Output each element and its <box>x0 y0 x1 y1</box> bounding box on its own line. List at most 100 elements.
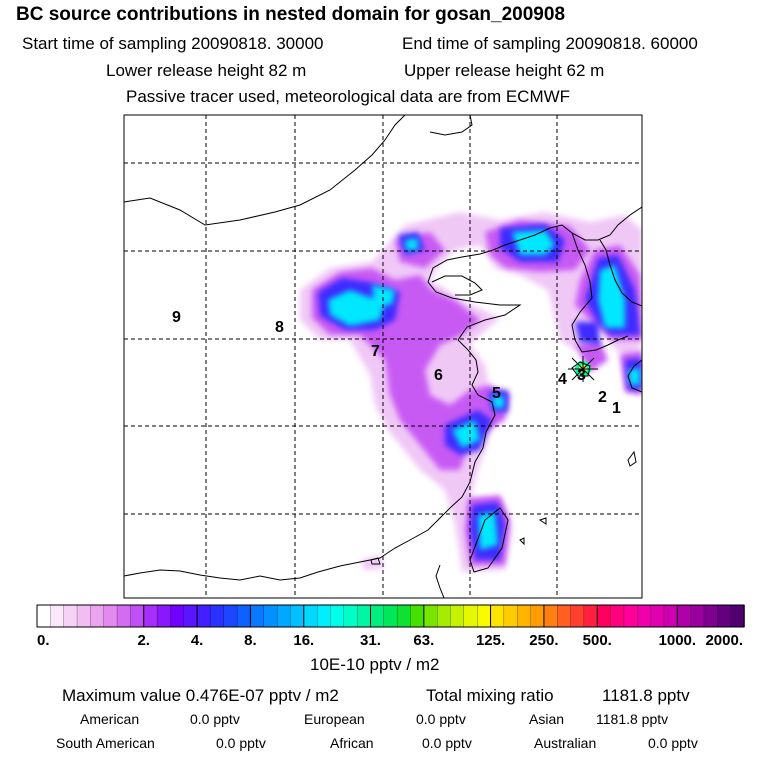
colorbar-cell <box>63 604 78 628</box>
colorbar-cell <box>423 604 438 628</box>
colorbar-cell <box>236 604 252 628</box>
colorbar-cell <box>463 604 478 628</box>
tracer-note: Passive tracer used, meteorological data… <box>126 87 571 106</box>
source-label-6: 6 <box>434 367 443 384</box>
upper-release-label: Upper release height 62 m <box>404 61 605 80</box>
colorbar-tick-label: 4. <box>191 632 204 649</box>
colorbar-cell <box>477 604 492 628</box>
start-time-label: Start time of sampling 20090818. 30000 <box>22 34 324 53</box>
plume-cyan <box>328 230 640 550</box>
max-value-label: Maximum value 0.476E-07 pptv / m2 <box>62 686 339 705</box>
colorbar-cell <box>570 604 585 628</box>
american-value: 0.0 pptv <box>190 711 240 727</box>
plume-layer <box>300 212 642 572</box>
total-mixing-value: 1181.8 pptv <box>602 686 690 705</box>
colorbar-tick-label: 8. <box>244 632 257 649</box>
colorbar-cell <box>517 604 532 628</box>
source-label-9: 9 <box>172 309 181 326</box>
colorbar-tick-label: 125. <box>476 632 505 649</box>
colorbar-cell <box>543 604 558 628</box>
source-label-1: 1 <box>612 400 621 417</box>
source-label-5: 5 <box>492 385 501 402</box>
colorbar-cell <box>317 604 332 628</box>
colorbar-tick-label: 16. <box>293 632 314 649</box>
colorbar-cell <box>196 604 212 628</box>
colorbar-cell <box>650 604 665 628</box>
colorbar-cell <box>36 604 52 628</box>
coastlines <box>124 115 642 598</box>
colorbar-tick-label: 31. <box>360 632 381 649</box>
european-label: European <box>304 711 365 727</box>
colorbar-cell <box>490 604 505 628</box>
african-label: African <box>330 735 374 751</box>
colorbar-cell <box>623 604 639 628</box>
south-american-label: South American <box>56 735 155 751</box>
colorbar-tick-label: 500. <box>583 632 612 649</box>
colorbar-cell <box>143 604 158 628</box>
colorbar-cell <box>103 604 118 628</box>
colorbar-divisions <box>36 605 745 627</box>
colorbar-cell <box>583 604 598 628</box>
colorbar-tick-label: 0. <box>37 632 50 649</box>
colorbar-tick-label: 2. <box>137 632 150 649</box>
grid-lines <box>124 115 642 598</box>
african-value: 0.0 pptv <box>422 735 472 751</box>
asian-value: 1181.8 pptv <box>596 711 669 727</box>
colorbar-cell <box>437 604 452 628</box>
colorbar-cell <box>76 604 92 628</box>
australian-label: Australian <box>534 735 597 751</box>
source-label-8: 8 <box>275 319 284 336</box>
colorbar-cell <box>116 604 132 628</box>
colorbar-cell <box>690 604 705 628</box>
colorbar-tick-label: 250. <box>529 632 558 649</box>
colorbar-cell <box>223 604 238 628</box>
european-value: 0.0 pptv <box>416 711 466 727</box>
colorbar-cell <box>330 604 345 628</box>
colorbar-cell <box>263 604 278 628</box>
asian-label: Asian <box>529 711 565 727</box>
colorbar-tick-labels: 0. 2. 4. 8. 16. 31. 63. 125. 250. 500. 1000. 2000. <box>37 632 743 649</box>
south-american-value: 0.0 pptv <box>216 735 266 751</box>
colorbar-tick-label: 63. <box>413 632 434 649</box>
source-label-2: 2 <box>598 389 607 406</box>
australian-value: 0.0 pptv <box>648 735 698 751</box>
colorbar-cell <box>210 604 225 628</box>
colorbar-tick-label: 1000. <box>659 632 697 649</box>
source-label-7: 7 <box>371 343 380 360</box>
colorbar-cell <box>50 604 65 628</box>
chart-title: BC source contributions in nested domain… <box>16 4 566 25</box>
colorbar-cell <box>610 604 625 628</box>
colorbar-cell <box>503 604 518 628</box>
colorbar-tick-label: 2000. <box>705 632 743 649</box>
lower-release-label: Lower release height 82 m <box>106 61 307 80</box>
source-labels: 1 2 3 4 5 6 7 8 9 <box>172 309 621 417</box>
colorbar-cell <box>703 604 719 628</box>
receptor-marker <box>568 356 598 382</box>
colorbar-cell <box>170 604 185 628</box>
colorbar-unit-label: 10E-10 pptv / m2 <box>310 655 440 674</box>
colorbar-cell <box>450 604 465 628</box>
colorbar-cell <box>557 604 572 628</box>
colorbar-cell <box>597 604 612 628</box>
colorbar-cell <box>250 604 265 628</box>
colorbar-cell <box>290 604 305 628</box>
colorbar <box>36 604 745 628</box>
colorbar-cell <box>370 604 385 628</box>
colorbar-cell <box>717 604 732 628</box>
colorbar-cell <box>677 604 692 628</box>
colorbar-cell <box>130 604 145 628</box>
american-label: American <box>80 711 140 727</box>
colorbar-cell <box>383 604 398 628</box>
colorbar-cell <box>530 604 545 628</box>
colorbar-cell <box>276 604 292 628</box>
source-label-4: 4 <box>558 371 567 388</box>
colorbar-cell <box>303 604 318 628</box>
colorbar-cell <box>730 604 745 628</box>
colorbar-cell <box>397 604 412 628</box>
colorbar-cell <box>343 604 358 628</box>
colorbar-cell <box>410 604 425 628</box>
end-time-label: End time of sampling 20090818. 60000 <box>402 34 698 53</box>
colorbar-cell <box>183 604 198 628</box>
source-label-3: 3 <box>577 367 586 384</box>
